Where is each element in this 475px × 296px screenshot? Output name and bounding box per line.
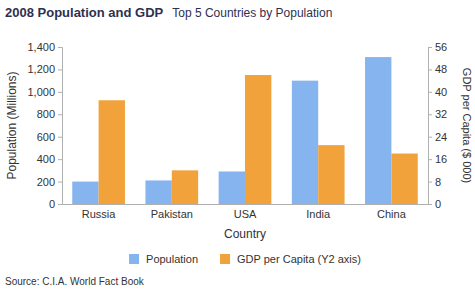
tick-mark — [428, 47, 432, 48]
tick-label: 48 — [435, 63, 447, 75]
tick: 1,400 — [27, 41, 62, 53]
x-axis-title: Country — [224, 227, 266, 241]
tick-label: 1,000 — [27, 86, 55, 98]
source: Source: C.I.A. World Fact Book — [5, 276, 145, 287]
tick-mark — [428, 182, 432, 183]
tick-mark — [428, 69, 432, 70]
bar — [172, 170, 198, 204]
tick: India — [306, 204, 331, 220]
legend-label: Population — [146, 253, 198, 265]
tick-mark — [58, 204, 62, 205]
bar — [245, 75, 271, 204]
tick: 800 — [37, 108, 62, 120]
tick: 1,200 — [27, 63, 62, 75]
legend-swatch — [129, 254, 139, 264]
tick-label: 32 — [435, 108, 447, 120]
tick-label: 8 — [435, 176, 441, 188]
tick: 40 — [428, 86, 447, 98]
subtitle: Top 5 Countries by Population — [172, 6, 332, 20]
y-axis-title: Population (Millions) — [5, 71, 19, 179]
tick: 24 — [428, 131, 447, 143]
tick-mark — [428, 159, 432, 160]
bars — [72, 57, 418, 204]
tick-mark — [58, 182, 62, 183]
legend-swatch — [220, 254, 230, 264]
axis-line — [429, 48, 433, 205]
tick-label: 1,200 — [27, 63, 55, 75]
tick-mark — [58, 114, 62, 115]
tick-label: 600 — [37, 131, 55, 143]
legend: Population GDP per Capita (Y2 axis) — [129, 253, 361, 265]
tick-label: 0 — [435, 198, 441, 210]
tick-label: 24 — [435, 131, 447, 143]
tick: 0 — [428, 198, 441, 210]
tick-label: 16 — [435, 153, 447, 165]
tick-label: 1,400 — [27, 41, 55, 53]
tick-mark — [428, 204, 432, 205]
tick-mark — [428, 92, 432, 93]
tick-mark — [58, 47, 62, 48]
x-axis: Russia Pakistan USA India China — [63, 204, 429, 220]
legend-label: GDP per Capita (Y2 axis) — [237, 253, 361, 265]
y2-axis-title: GDP per Capita ($ 000) — [461, 68, 473, 183]
axis-line — [63, 204, 429, 205]
tick: 0 — [49, 198, 62, 210]
tick-label: 400 — [37, 153, 55, 165]
axis-line — [58, 48, 63, 205]
tick-label: USA — [234, 208, 257, 220]
bar — [72, 182, 98, 204]
legend-item: GDP per Capita (Y2 axis) — [220, 253, 361, 265]
tick: 1,000 — [27, 86, 62, 98]
bar — [219, 171, 245, 204]
tick: 600 — [37, 131, 62, 143]
tick-mark — [428, 137, 432, 138]
bar — [391, 154, 417, 204]
tick-label: Russia — [82, 208, 117, 220]
tick-mark — [58, 159, 62, 160]
tick: Pakistan — [151, 204, 193, 220]
tick-label: 56 — [435, 41, 447, 53]
tick: 48 — [428, 63, 447, 75]
legend-item: Population — [129, 253, 198, 265]
tick: 200 — [37, 176, 62, 188]
tick-label: 40 — [435, 86, 447, 98]
tick: USA — [234, 204, 257, 220]
bar — [99, 100, 125, 204]
tick: Russia — [82, 204, 117, 220]
tick-label: 200 — [37, 176, 55, 188]
tick-label: 0 — [49, 198, 55, 210]
tick-mark — [58, 69, 62, 70]
bar — [292, 81, 318, 204]
tick-mark — [58, 92, 62, 93]
title: 2008 Population and GDP — [5, 5, 164, 20]
bar — [318, 145, 344, 204]
tick: 32 — [428, 108, 447, 120]
bar — [365, 57, 391, 204]
tick: 400 — [37, 153, 62, 165]
y-axis: 0 200 400 600 800 1,000 1,200 1,400 — [27, 41, 62, 210]
tick: China — [377, 204, 407, 220]
tick-label: 800 — [37, 108, 55, 120]
tick-mark — [428, 114, 432, 115]
tick: 8 — [428, 176, 441, 188]
tick-label: Pakistan — [151, 208, 193, 220]
tick-label: India — [306, 208, 331, 220]
chart: 2008 Population and GDP Top 5 Countries b… — [0, 0, 475, 296]
tick-label: China — [377, 208, 407, 220]
tick-mark — [58, 137, 62, 138]
plot: 0 200 400 600 800 1,000 1,200 1,400 0 8 16 24 32 40 48… — [27, 41, 447, 220]
tick: 16 — [428, 153, 447, 165]
y2-axis: 0 8 16 24 32 40 48 56 — [428, 41, 447, 210]
tick: 56 — [428, 41, 447, 53]
bar — [145, 180, 171, 204]
